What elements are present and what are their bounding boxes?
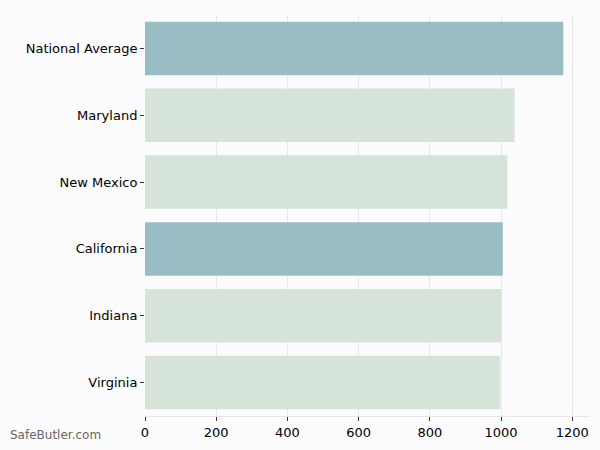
- svg-text:Virginia: Virginia: [88, 375, 137, 390]
- svg-text:1000: 1000: [484, 425, 517, 440]
- svg-text:800: 800: [417, 425, 442, 440]
- svg-text:New Mexico: New Mexico: [60, 175, 138, 190]
- svg-text:National Average: National Average: [26, 41, 138, 56]
- svg-text:California: California: [76, 241, 138, 256]
- svg-text:0: 0: [141, 425, 149, 440]
- svg-text:600: 600: [346, 425, 371, 440]
- svg-text:1200: 1200: [556, 425, 589, 440]
- svg-text:Maryland: Maryland: [77, 108, 137, 123]
- svg-text:Indiana: Indiana: [89, 308, 137, 323]
- svg-text:SafeButler.com: SafeButler.com: [10, 428, 101, 442]
- svg-text:400: 400: [275, 425, 300, 440]
- svg-text:200: 200: [204, 425, 229, 440]
